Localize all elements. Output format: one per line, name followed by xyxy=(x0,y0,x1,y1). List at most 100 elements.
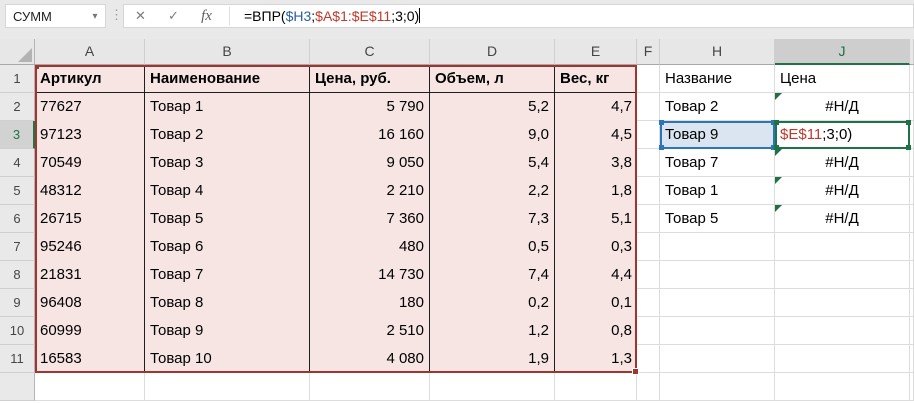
cell-B10[interactable]: Товар 9 xyxy=(145,317,310,345)
row-header-3[interactable]: 3 xyxy=(0,121,35,149)
cell-K1[interactable] xyxy=(910,65,914,93)
cell-F12[interactable] xyxy=(637,373,660,401)
row-header-12[interactable] xyxy=(0,373,35,401)
cell-B6[interactable]: Товар 5 xyxy=(145,205,310,233)
cell-H12[interactable] xyxy=(660,373,775,401)
cell-A2[interactable]: 77627 xyxy=(35,93,145,121)
select-all-button[interactable] xyxy=(0,39,35,65)
cell-B11[interactable]: Товар 10 xyxy=(145,345,310,373)
cell-K5[interactable] xyxy=(910,177,914,205)
cell-K2[interactable] xyxy=(910,93,914,121)
cell-J4[interactable]: #Н/Д xyxy=(775,149,910,177)
cell-F5[interactable] xyxy=(637,177,660,205)
cell-C7[interactable]: 480 xyxy=(310,233,430,261)
error-indicator-icon[interactable] xyxy=(775,93,782,100)
cell-D8[interactable]: 7,4 xyxy=(430,261,555,289)
cell-B8[interactable]: Товар 7 xyxy=(145,261,310,289)
cell-C10[interactable]: 2 510 xyxy=(310,317,430,345)
col-header-D[interactable]: D xyxy=(430,39,555,65)
row-header-1[interactable]: 1 xyxy=(0,65,35,93)
cell-J11[interactable] xyxy=(775,345,910,373)
col-header-J[interactable]: J xyxy=(775,39,910,65)
cell-D12[interactable] xyxy=(430,373,555,401)
cell-E6[interactable]: 5,1 xyxy=(555,205,637,233)
cell-C12[interactable] xyxy=(310,373,430,401)
cell-A6[interactable]: 26715 xyxy=(35,205,145,233)
col-header-E[interactable]: E xyxy=(555,39,637,65)
cell-F11[interactable] xyxy=(637,345,660,373)
cell-F3[interactable] xyxy=(637,121,660,149)
cell-K7[interactable] xyxy=(910,233,914,261)
cell-A8[interactable]: 21831 xyxy=(35,261,145,289)
row-header-4[interactable]: 4 xyxy=(0,149,35,177)
cell-K9[interactable] xyxy=(910,289,914,317)
cell-J5[interactable]: #Н/Д xyxy=(775,177,910,205)
error-indicator-icon[interactable] xyxy=(775,149,782,156)
cell-K6[interactable] xyxy=(910,205,914,233)
cell-B9[interactable]: Товар 8 xyxy=(145,289,310,317)
enter-icon[interactable]: ✓ xyxy=(168,8,179,23)
cell-D2[interactable]: 5,2 xyxy=(430,93,555,121)
cell-C6[interactable]: 7 360 xyxy=(310,205,430,233)
cell-H2[interactable]: Товар 2 xyxy=(660,93,775,121)
cell-F4[interactable] xyxy=(637,149,660,177)
cell-E7[interactable]: 0,3 xyxy=(555,233,637,261)
cell-J2[interactable]: #Н/Д xyxy=(775,93,910,121)
row-header-8[interactable]: 8 xyxy=(0,261,35,289)
cell-F8[interactable] xyxy=(637,261,660,289)
cell-D5[interactable]: 2,2 xyxy=(430,177,555,205)
cell-K3[interactable] xyxy=(910,121,914,149)
cell-A11[interactable]: 16583 xyxy=(35,345,145,373)
cell-H10[interactable] xyxy=(660,317,775,345)
cell-J1[interactable]: Цена xyxy=(775,65,910,93)
col-header-A[interactable]: A xyxy=(35,39,145,65)
cell-J7[interactable] xyxy=(775,233,910,261)
cell-C8[interactable]: 14 730 xyxy=(310,261,430,289)
cell-F1[interactable] xyxy=(637,65,660,93)
cell-K8[interactable] xyxy=(910,261,914,289)
col-header-B[interactable]: B xyxy=(145,39,310,65)
name-box[interactable]: СУММ ▾ xyxy=(5,4,106,28)
cell-B2[interactable]: Товар 1 xyxy=(145,93,310,121)
cell-A12[interactable] xyxy=(35,373,145,401)
cell-E4[interactable]: 3,8 xyxy=(555,149,637,177)
cell-K12[interactable] xyxy=(910,373,914,401)
cell-E2[interactable]: 4,7 xyxy=(555,93,637,121)
cell-A7[interactable]: 95246 xyxy=(35,233,145,261)
cell-C5[interactable]: 2 210 xyxy=(310,177,430,205)
cell-A3[interactable]: 97123 xyxy=(35,121,145,149)
col-header-F[interactable]: F xyxy=(637,39,660,65)
cell-D11[interactable]: 1,9 xyxy=(430,345,555,373)
cell-B3[interactable]: Товар 2 xyxy=(145,121,310,149)
cell-B5[interactable]: Товар 4 xyxy=(145,177,310,205)
col-header-C[interactable]: C xyxy=(310,39,430,65)
cell-C2[interactable]: 5 790 xyxy=(310,93,430,121)
cell-K4[interactable] xyxy=(910,149,914,177)
cell-H11[interactable] xyxy=(660,345,775,373)
cell-H6[interactable]: Товар 5 xyxy=(660,205,775,233)
cell-F7[interactable] xyxy=(637,233,660,261)
cancel-icon[interactable]: ✕ xyxy=(135,8,146,23)
cell-D7[interactable]: 0,5 xyxy=(430,233,555,261)
row-header-5[interactable]: 5 xyxy=(0,177,35,205)
error-indicator-icon[interactable] xyxy=(775,177,782,184)
cell-C3[interactable]: 16 160 xyxy=(310,121,430,149)
cell-J12[interactable] xyxy=(775,373,910,401)
chevron-down-icon[interactable]: ▾ xyxy=(92,10,98,22)
cell-E11[interactable]: 1,3 xyxy=(555,345,637,373)
col-header-H[interactable]: H xyxy=(660,39,775,65)
cell-E10[interactable]: 0,8 xyxy=(555,317,637,345)
row-header-10[interactable]: 10 xyxy=(0,317,35,345)
col-header-sliver[interactable] xyxy=(910,39,914,65)
edit-cell-J3[interactable]: $E$11;3;0) xyxy=(775,121,910,149)
cell-C1[interactable]: Цена, руб. xyxy=(310,65,430,93)
cell-J10[interactable] xyxy=(775,317,910,345)
cell-B7[interactable]: Товар 6 xyxy=(145,233,310,261)
cell-H1[interactable]: Название xyxy=(660,65,775,93)
formula-input[interactable]: =ВПР($H3;$A$1:$E$11;3;0) xyxy=(236,5,421,27)
cell-K11[interactable] xyxy=(910,345,914,373)
cell-C4[interactable]: 9 050 xyxy=(310,149,430,177)
cell-D9[interactable]: 0,2 xyxy=(430,289,555,317)
cell-B4[interactable]: Товар 3 xyxy=(145,149,310,177)
cell-H7[interactable] xyxy=(660,233,775,261)
